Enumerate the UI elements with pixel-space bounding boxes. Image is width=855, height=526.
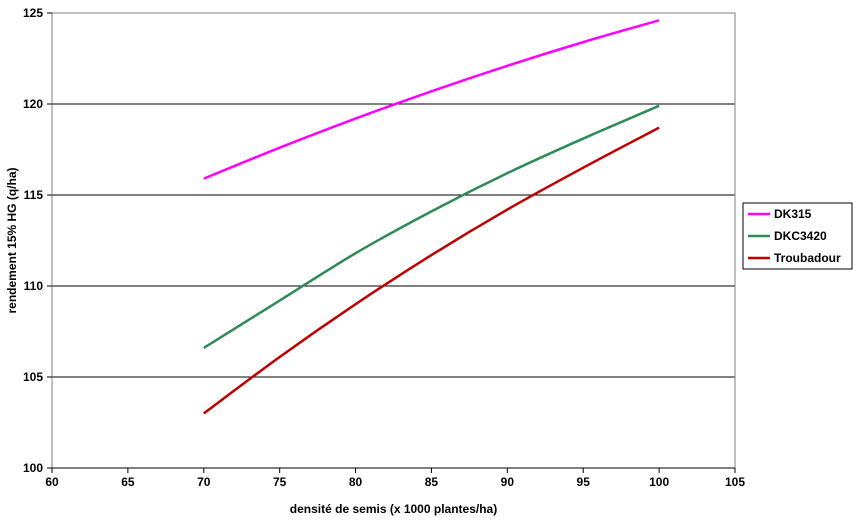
x-tick-label: 70: [197, 475, 211, 489]
x-tick-label: 60: [45, 475, 59, 489]
x-axis-ticks: 60 65 70 75 80 85 90 95 100 105: [45, 468, 745, 489]
series-line-troubadour: [204, 128, 659, 414]
legend-label-dkc3420: DKC3420: [774, 229, 827, 243]
x-tick-label: 95: [577, 475, 591, 489]
gridlines: [52, 13, 735, 468]
series-line-dkc3420: [204, 106, 659, 348]
x-tick-label: 85: [425, 475, 439, 489]
legend: DK315 DKC3420 Troubadour: [743, 203, 852, 269]
y-tick-label: 105: [23, 370, 43, 384]
legend-label-troubadour: Troubadour: [774, 251, 841, 265]
y-axis-ticks: 100 105 110 115 120 125: [23, 6, 52, 475]
x-tick-label: 65: [121, 475, 135, 489]
plot-area: [52, 13, 735, 468]
series-layer: [204, 20, 659, 413]
x-tick-label: 90: [501, 475, 515, 489]
y-axis-label: rendement 15% HG (q/ha): [5, 167, 19, 313]
x-tick-label: 100: [649, 475, 669, 489]
y-tick-label: 120: [23, 97, 43, 111]
y-tick-label: 125: [23, 6, 43, 20]
y-tick-label: 100: [23, 461, 43, 475]
x-axis-label: densité de semis (x 1000 plantes/ha): [290, 502, 497, 516]
x-tick-label: 75: [273, 475, 287, 489]
x-tick-label: 105: [725, 475, 745, 489]
legend-label-dk315: DK315: [774, 207, 812, 221]
x-tick-label: 80: [349, 475, 363, 489]
series-line-dk315: [204, 20, 659, 178]
y-tick-label: 115: [24, 188, 44, 202]
y-tick-label: 110: [24, 279, 44, 293]
